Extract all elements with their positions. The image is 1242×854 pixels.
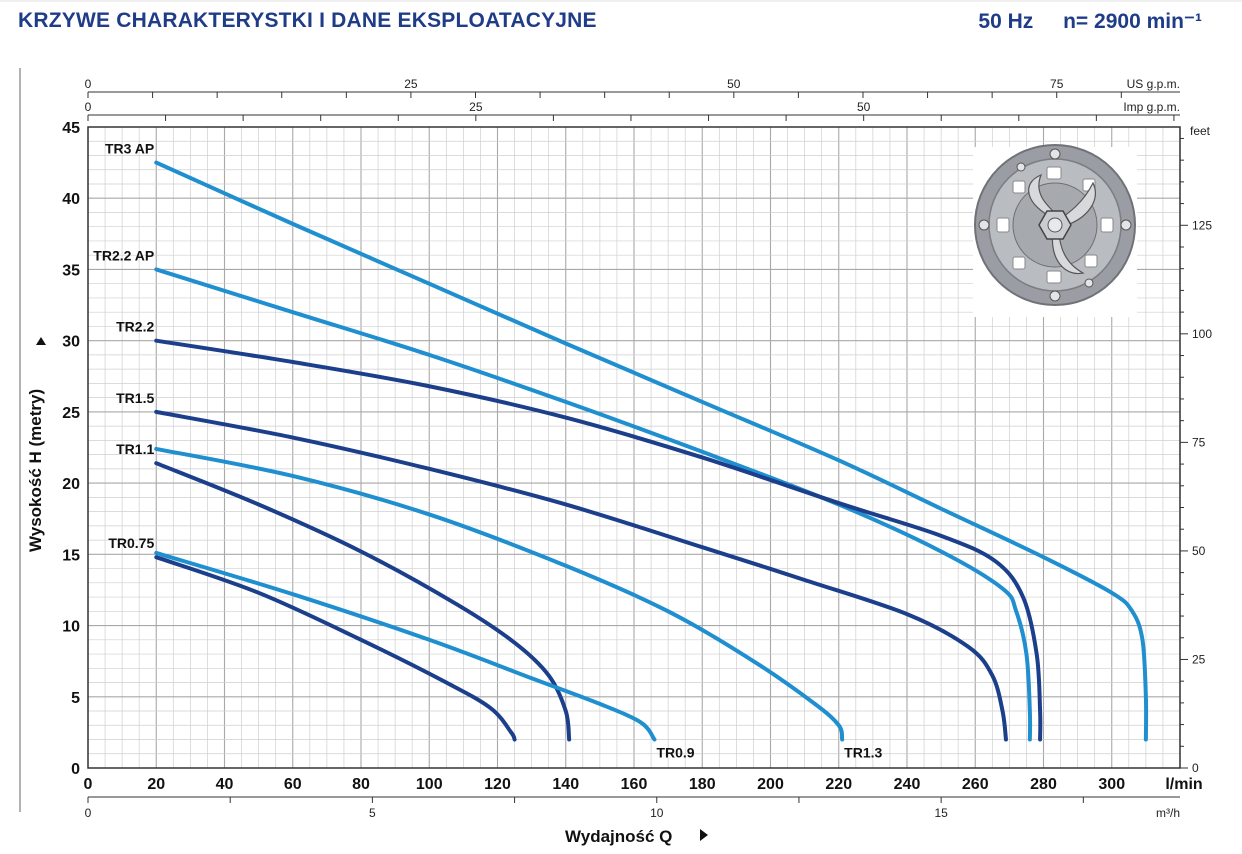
curves [154, 160, 1149, 742]
x-tick-label: 180 [689, 776, 716, 793]
curve-labels: TR3 AP TR2.2 AP TR2.2 TR1.5 TR1.3 TR1.1 TR0.9 T… [93, 141, 882, 761]
y-tick-label: 40 [62, 191, 80, 208]
x-tick-label: 0 [84, 776, 93, 793]
curve-tr2-2 [154, 338, 1043, 742]
curve-tr3-ap [154, 160, 1149, 742]
y-axis-arrow-icon [36, 337, 46, 345]
y-tick-label: 20 [62, 476, 80, 493]
y-axis-label: Wysokość H (metry) [26, 389, 45, 552]
us-gpm-axis-tick-label: 75 [1050, 77, 1064, 91]
m3h-tick-label: 5 [369, 806, 376, 820]
x-tick-label: 260 [962, 776, 989, 793]
impeller-icon [973, 144, 1137, 317]
x-tick-label: 240 [894, 776, 921, 793]
x-tick-label: 100 [416, 776, 443, 793]
x-tick-label: 80 [352, 776, 370, 793]
us-gpm-axis-tick-label: 0 [85, 77, 92, 91]
curve-label-tr1-1: TR1.1 [116, 441, 154, 457]
m3h-tick-label: 10 [650, 806, 664, 820]
curve-tr1-3 [154, 446, 845, 742]
imp-gpm-axis-tick-label: 25 [469, 100, 483, 114]
feet-unit-label: feet [1190, 124, 1211, 138]
y-tick-label: 0 [71, 761, 80, 778]
curve-label-tr2-2: TR2.2 [116, 319, 154, 335]
curve-label-tr0-75: TR0.75 [108, 535, 154, 551]
y-tick-label: 10 [62, 619, 80, 636]
imp-gpm-axis-tick-label: 50 [857, 100, 871, 114]
feet-tick-label: 125 [1192, 218, 1212, 232]
x-tick-label: 220 [825, 776, 852, 793]
imp-gpm-axis-unit-label: Imp g.p.m. [1123, 100, 1180, 114]
curve-label-tr1-5: TR1.5 [116, 390, 154, 406]
y-tick-label: 45 [62, 120, 80, 137]
curve-tr1-5 [154, 409, 1008, 742]
x-tick-label: 40 [216, 776, 234, 793]
x-axis-arrow-icon [700, 829, 708, 841]
x-tick-label: 280 [1030, 776, 1057, 793]
us-gpm-axis-tick-label: 25 [404, 77, 418, 91]
chart-title: KRZYWE CHARAKTERYSTKI I DANE EKSPLOATACY… [18, 9, 597, 32]
frequency-label: 50 Hz [978, 10, 1034, 33]
imp-gpm-axis-tick-label: 0 [85, 100, 92, 114]
curve-tr0-75 [154, 555, 517, 742]
y-tick-label: 35 [62, 262, 80, 279]
feet-tick-label: 50 [1192, 544, 1206, 558]
y-tick-label: 5 [71, 690, 80, 707]
x-tick-label: 160 [621, 776, 648, 793]
x-tick-label: 200 [757, 776, 784, 793]
us-gpm-axis-tick-label: 50 [727, 77, 741, 91]
x-unit-label: l/min [1165, 776, 1202, 793]
y-tick-label: 30 [62, 334, 80, 351]
m3h-tick-label: 15 [934, 806, 948, 820]
x-axis-label: Wydajność Q [565, 827, 672, 846]
y-tick-label: 25 [62, 405, 80, 422]
header-rule [0, 0, 1242, 2]
x-tick-label: 140 [552, 776, 579, 793]
curve-label-tr3-ap: TR3 AP [105, 141, 154, 157]
curve-tr1-1 [154, 461, 572, 742]
x-tick-label: 300 [1098, 776, 1125, 793]
feet-tick-label: 25 [1192, 652, 1206, 666]
feet-tick-label: 0 [1192, 761, 1199, 775]
x-tick-label: 60 [284, 776, 302, 793]
speed-label: n= 2900 min⁻¹ [1063, 10, 1202, 33]
m3h-unit-label: m³/h [1156, 806, 1180, 820]
curve-tr0-9 [154, 550, 657, 742]
m3h-tick-label: 0 [85, 806, 92, 820]
curve-label-tr2-2-ap: TR2.2 AP [93, 247, 154, 263]
x-tick-label: 120 [484, 776, 511, 793]
feet-tick-label: 100 [1192, 327, 1212, 341]
us-gpm-axis-unit-label: US g.p.m. [1127, 77, 1180, 91]
header-specs: 50 Hz n= 2900 min⁻¹ [954, 9, 1202, 34]
y-tick-label: 15 [62, 547, 80, 564]
curve-label-tr1-3: TR1.3 [844, 745, 882, 761]
feet-tick-label: 75 [1192, 435, 1206, 449]
x-tick-label: 20 [147, 776, 165, 793]
curve-label-tr0-9: TR0.9 [656, 745, 694, 761]
